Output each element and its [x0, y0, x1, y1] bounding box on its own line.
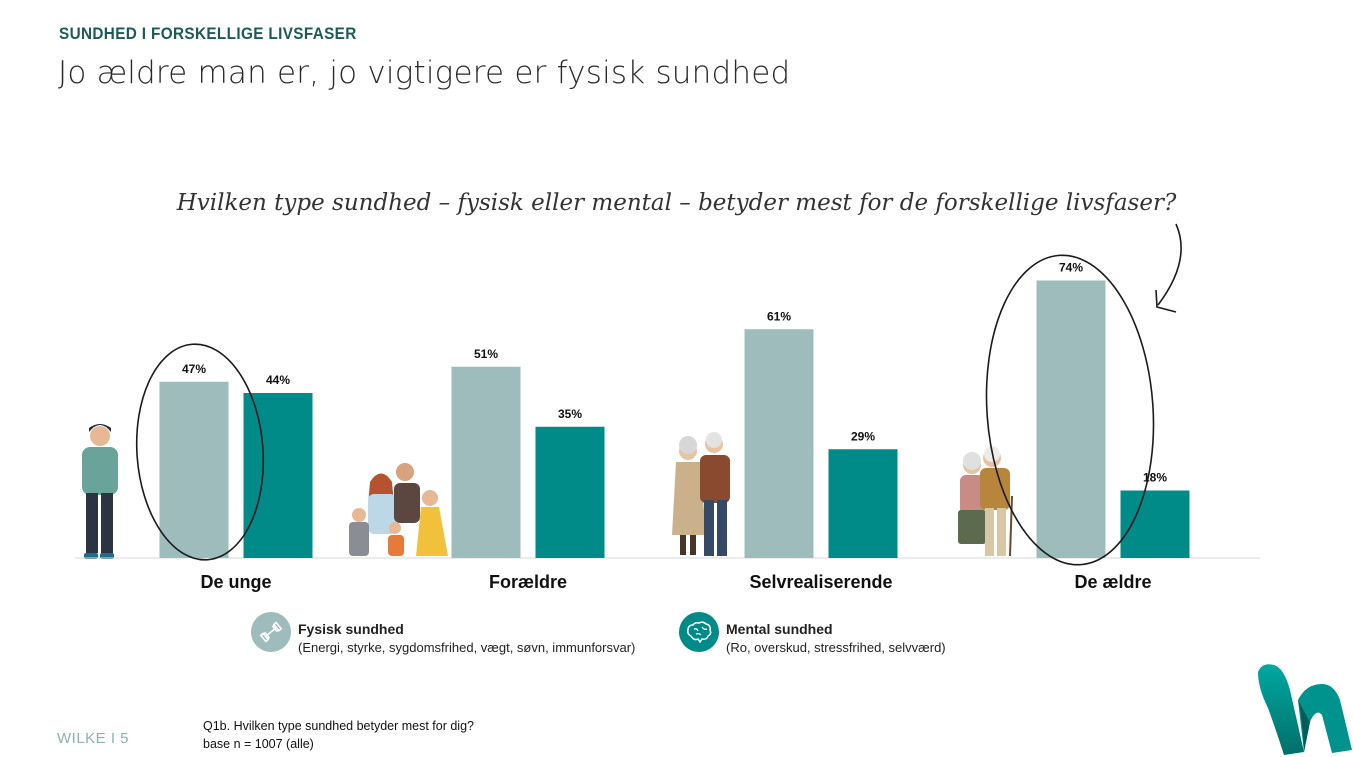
middle-aged-couple-illustration [672, 432, 730, 556]
elderly-couple-illustration [958, 446, 1013, 557]
footer-question: Q1b. Hvilken type sundhed betyder mest f… [203, 719, 474, 733]
arrow-icon [1157, 223, 1182, 306]
legend-item-mental: Mental sundhed (Ro, overskud, stressfrih… [679, 612, 946, 655]
data-label-fysisk-sundhed-foraeldre: 51% [474, 347, 498, 361]
bar-fysisk-sundhed-selvrealiserende [744, 329, 814, 558]
family-illustration [349, 463, 448, 556]
legend-label-mental: Mental sundhed [726, 621, 833, 637]
legend-desc-mental: (Ro, overskud, stressfrihed, selvværd) [726, 640, 946, 655]
data-label-fysisk-sundhed-selvrealiserende: 61% [767, 309, 791, 323]
bar-mental-sundhed-de-aeldre [1120, 490, 1190, 558]
category-label-selvrealiserende: Selvrealiserende [749, 572, 892, 592]
data-label-fysisk-sundhed-de-unge: 47% [182, 362, 206, 376]
page-title: Jo ældre man er, jo vigtigere er fysisk … [58, 55, 791, 91]
legend-desc-fysisk: (Energi, styrke, sygdomsfrihed, vægt, sø… [298, 640, 636, 655]
data-label-mental-sundhed-foraeldre: 35% [558, 407, 582, 421]
category-label-de-unge: De unge [200, 572, 271, 592]
highlight-circle-young [135, 343, 265, 561]
dumbbell-icon [251, 612, 291, 652]
category-label-de-aeldre: De ældre [1074, 572, 1151, 592]
footer-brand: WILKE I 5 [57, 730, 130, 747]
bar-fysisk-sundhed-foraeldre [451, 366, 521, 558]
chart-question: Hvilken type sundhed – fysisk eller ment… [176, 190, 1177, 216]
data-label-mental-sundhed-selvrealiserende: 29% [851, 429, 875, 443]
category-label-foraeldre: Forældre [489, 572, 567, 592]
bar-fysisk-sundhed-de-unge [159, 381, 229, 558]
bar-mental-sundhed-de-unge [243, 393, 313, 558]
footer-note: Q1b. Hvilken type sundhed betyder mest f… [203, 717, 474, 753]
legend-item-fysisk: Fysisk sundhed (Energi, styrke, sygdomsf… [251, 612, 635, 655]
section-kicker: SUNDHED I FORSKELLIGE LIVSFASER [59, 24, 357, 43]
bar-mental-sundhed-selvrealiserende [828, 449, 898, 558]
footer-base: base n = 1007 (alle) [203, 737, 314, 751]
legend-label-fysisk: Fysisk sundhed [298, 621, 404, 637]
young-person-illustration [82, 424, 118, 559]
wilke-logo-icon [1258, 664, 1352, 755]
data-label-mental-sundhed-de-unge: 44% [266, 373, 290, 387]
bar-fysisk-sundhed-de-aeldre [1036, 280, 1106, 558]
highlight-circle-elderly [985, 254, 1155, 566]
data-label-fysisk-sundhed-de-aeldre: 74% [1059, 261, 1083, 275]
brain-icon [679, 612, 719, 652]
bar-mental-sundhed-foraeldre [535, 426, 605, 558]
